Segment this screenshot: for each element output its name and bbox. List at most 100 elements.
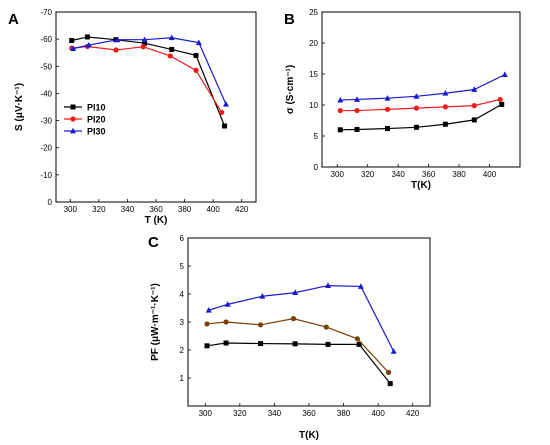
y-tick-label: 6	[180, 234, 185, 243]
data-point	[193, 52, 199, 58]
data-point	[141, 36, 148, 43]
y-tick-label: -70	[40, 8, 52, 17]
x-tick-label: 400	[206, 205, 220, 214]
legend-marker	[70, 116, 76, 122]
plot-frame	[55, 11, 257, 203]
y-tick-label: -30	[40, 117, 52, 126]
data-point	[323, 324, 329, 330]
data-point	[70, 45, 77, 52]
data-point	[413, 93, 420, 99]
data-point	[222, 123, 228, 129]
data-point	[223, 340, 229, 346]
x-tick-label: 300	[64, 205, 78, 214]
data-point	[385, 369, 392, 375]
data-point	[357, 283, 364, 289]
data-point	[193, 67, 199, 73]
y-tick-label: 25	[309, 8, 318, 17]
data-point	[290, 316, 297, 322]
data-point	[292, 341, 298, 347]
data-point	[337, 107, 343, 114]
y-axis-title: S (μV·K⁻¹)	[14, 83, 25, 131]
plot-frame	[321, 11, 521, 168]
x-axis-title: T (K)	[145, 215, 168, 226]
data-point	[390, 348, 397, 354]
y-tick-label: 3	[180, 318, 185, 327]
data-point	[224, 301, 231, 307]
data-point	[140, 44, 146, 50]
data-point	[219, 109, 225, 116]
data-point	[325, 282, 332, 288]
x-tick-label: 360	[422, 170, 436, 179]
y-tick-label: 0	[314, 163, 319, 172]
data-point	[142, 40, 148, 46]
x-tick-label: 380	[337, 409, 351, 418]
panel-a: A 300 320 340 360 380 400 420 -70 -60 -50 -40 -30 -20…	[8, 8, 257, 226]
data-point	[337, 96, 344, 103]
data-point	[114, 36, 121, 43]
x-tick-label: 320	[233, 409, 247, 418]
data-point	[258, 322, 264, 328]
data-point	[84, 34, 90, 40]
y-tick-label: -50	[40, 62, 52, 71]
x-axis-title: T(K)	[299, 430, 319, 441]
data-point	[223, 101, 229, 107]
x-tick-label: 320	[92, 205, 106, 214]
legend-marker	[70, 104, 76, 110]
legend-label: PI10	[87, 103, 106, 113]
data-point	[497, 96, 503, 103]
data-point	[205, 307, 212, 313]
data-point	[354, 126, 360, 132]
series-pi10	[337, 101, 505, 133]
panel-letter: B	[284, 11, 295, 28]
series-pi30	[70, 34, 229, 107]
data-point	[471, 86, 478, 92]
x-tick-label: 320	[361, 170, 375, 179]
data-point	[413, 124, 419, 130]
data-point	[85, 41, 92, 48]
y-tick-label: 1	[180, 374, 185, 383]
x-tick-label: 420	[235, 205, 249, 214]
data-point	[501, 71, 508, 78]
y-tick-label: 20	[309, 39, 318, 48]
panel-letter: A	[8, 11, 19, 28]
x-tick-label: 340	[268, 409, 282, 418]
y-tick-label: -10	[40, 171, 52, 180]
data-point	[384, 126, 390, 132]
series-pi20	[337, 96, 503, 114]
x-tick-label: 380	[452, 170, 466, 179]
data-point	[442, 90, 449, 96]
data-point	[384, 94, 391, 101]
series-pi20	[204, 316, 392, 375]
panel-letter: C	[148, 234, 159, 251]
x-tick-label: 360	[149, 205, 163, 214]
data-point	[387, 381, 393, 387]
data-point	[167, 53, 173, 59]
data-point	[223, 319, 229, 325]
y-tick-label: 4	[180, 290, 185, 299]
data-point	[204, 321, 210, 327]
series-line	[208, 284, 395, 352]
data-point	[113, 47, 119, 53]
x-tick-label: 420	[406, 409, 420, 418]
data-point	[258, 341, 264, 347]
y-tick-label: 0	[48, 198, 53, 207]
x-tick-label: 340	[121, 205, 135, 214]
x-tick-label: 300	[331, 170, 345, 179]
legend-item-pi20: PI20	[64, 115, 106, 125]
x-tick-label: 360	[302, 409, 316, 418]
y-tick-label: 10	[309, 101, 318, 110]
series-pi10	[204, 340, 393, 387]
panel-c: C 300 320 340 360 380 400 420 1 2 3 4 5 6 T(K) PF (μW·m…	[148, 234, 431, 441]
data-point	[471, 117, 477, 123]
x-tick-label: 380	[178, 205, 192, 214]
data-point	[354, 336, 360, 342]
data-point	[259, 293, 266, 299]
data-point	[325, 341, 331, 347]
data-point	[292, 289, 299, 295]
y-tick-label: -40	[40, 89, 52, 98]
series-pi30	[205, 282, 397, 354]
data-point	[354, 107, 360, 114]
legend-label: PI30	[87, 127, 106, 137]
data-point	[384, 106, 391, 112]
